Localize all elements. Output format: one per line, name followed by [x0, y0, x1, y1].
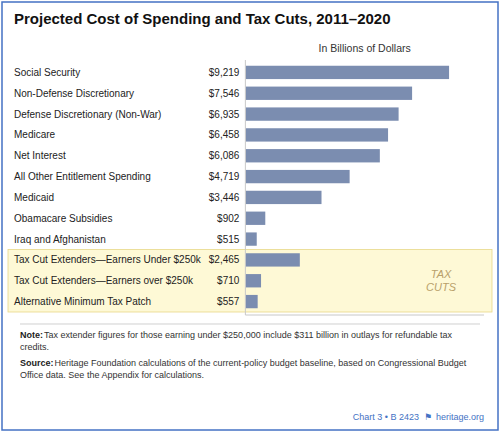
category-label: Non-Defense Discretionary: [14, 88, 134, 99]
category-label: Iraq and Afghanistan: [14, 234, 106, 245]
bar: [245, 170, 349, 183]
footer: Chart 3 • B 2423: [353, 412, 419, 422]
category-label: Net Interest: [14, 150, 66, 161]
bar: [245, 212, 265, 225]
divider: [20, 324, 480, 325]
bar: [245, 191, 321, 204]
data-label: $6,935: [209, 109, 240, 120]
subtitle: In Billions of Dollars: [319, 42, 411, 54]
category-label: Alternative Minimum Tax Patch: [14, 296, 151, 307]
title: Projected Cost of Spending and Tax Cuts,…: [14, 10, 391, 27]
bar: [245, 232, 256, 245]
axis-line: [245, 60, 246, 315]
bar: [245, 107, 398, 120]
data-label: $2,465: [209, 254, 240, 265]
data-label: $9,219: [209, 67, 240, 78]
category-label: Obamacare Subsidies: [14, 213, 112, 224]
chart: Projected Cost of Spending and Tax Cuts,…: [0, 0, 500, 432]
bar: [245, 66, 449, 79]
data-label: $902: [217, 213, 240, 224]
data-label: $4,719: [209, 171, 240, 182]
category-label: Tax Cut Extenders—Earners Under $250k: [14, 254, 202, 265]
source-text: Heritage Foundation calculations of the …: [55, 358, 467, 368]
bars: [245, 66, 449, 309]
bar: [245, 149, 379, 162]
annotation: TAXCUTS: [426, 268, 457, 293]
bar: [245, 295, 257, 308]
axis-line: [245, 315, 484, 316]
source-label: Source:: [20, 358, 54, 368]
background: [0, 0, 500, 432]
bar: [245, 87, 412, 100]
footer-symbol: ⚑: [424, 412, 432, 422]
data-label: $3,446: [209, 192, 240, 203]
data-label: $6,086: [209, 150, 240, 161]
note-text: Tax extender figures for those earning u…: [44, 330, 453, 340]
source-text: Office data. See the Appendix for calcul…: [20, 370, 204, 380]
note-text: credits.: [20, 342, 49, 352]
data-label: $7,546: [209, 88, 240, 99]
data-label: $557: [217, 296, 240, 307]
annotation-line: TAX: [431, 268, 452, 280]
data-label: $6,458: [209, 129, 240, 140]
border: [2, 2, 498, 430]
category-label: Medicare: [14, 129, 56, 140]
data-label: $710: [217, 275, 240, 286]
data-label: $515: [217, 234, 240, 245]
bar: [245, 128, 388, 141]
note-label: Note:: [20, 330, 43, 340]
category-label: All Other Entitlement Spending: [14, 171, 151, 182]
annotation-line: CUTS: [426, 281, 457, 293]
category-label: Medicaid: [14, 192, 54, 203]
bar: [245, 274, 261, 287]
highlight-region: [8, 250, 492, 313]
bar: [245, 253, 299, 266]
footer-site: heritage.org: [436, 412, 484, 422]
category-label: Tax Cut Extenders—Earners over $250k: [14, 275, 194, 286]
category-label: Social Security: [14, 67, 80, 78]
category-label: Defense Discretionary (Non-War): [14, 109, 161, 120]
